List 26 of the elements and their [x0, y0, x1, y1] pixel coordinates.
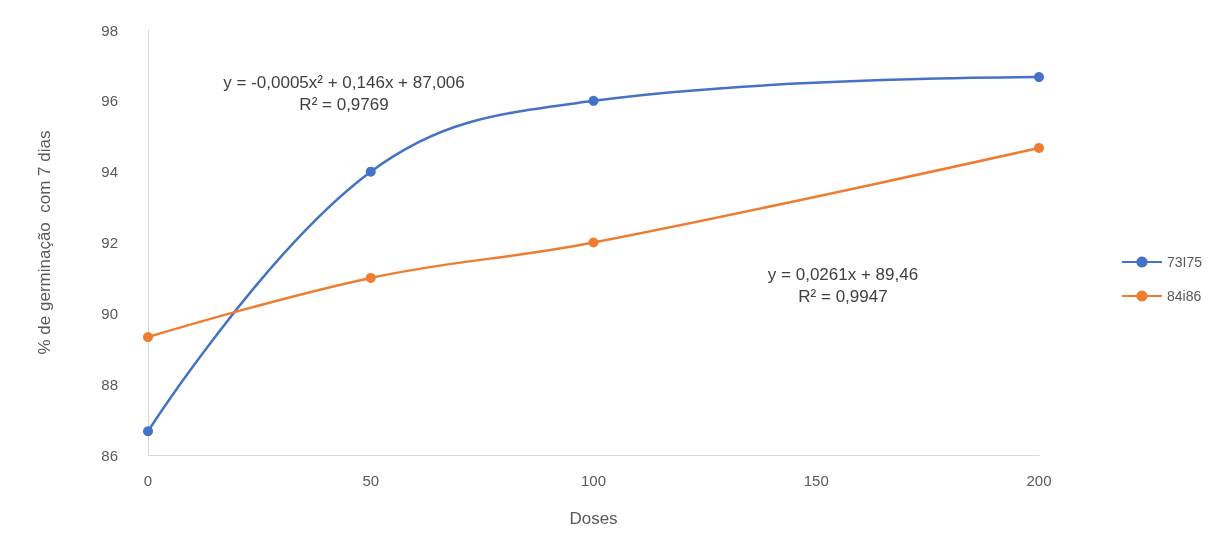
x-axis-title: Doses [569, 509, 618, 528]
point [588, 237, 599, 248]
y-tick-label: 96 [101, 92, 118, 110]
y-tick-label: 94 [101, 163, 118, 181]
x-tick-label: 200 [1026, 472, 1052, 489]
annotation: y = -0,0005x² + 0,146x + 87,006 R² = 0,9769 [223, 73, 465, 115]
x-tick-label: 150 [803, 472, 829, 489]
point [365, 166, 376, 177]
y-tick-label: 98 [101, 21, 118, 39]
x-tick-label: 50 [362, 472, 380, 489]
point [365, 272, 376, 283]
y-tick-label: 88 [101, 375, 118, 393]
x-tick-label: 100 [580, 472, 607, 489]
y-tick-label: 92 [101, 234, 118, 251]
legend-label: 73I75 [1166, 254, 1203, 270]
y-axis-title: % de germinação com 7 dias [35, 130, 54, 355]
point [588, 95, 599, 106]
y-tick-label: 90 [101, 304, 118, 322]
point [143, 332, 153, 343]
x-tick-label: 0 [143, 472, 153, 489]
y-tick-label: 86 [101, 446, 118, 464]
point [1034, 72, 1044, 83]
annotation: y = 0,0261x + 89,46 R² = 0,9947 [767, 264, 919, 306]
point [143, 426, 153, 437]
point [1034, 142, 1044, 153]
legend-label: 84i86 [1166, 288, 1202, 304]
